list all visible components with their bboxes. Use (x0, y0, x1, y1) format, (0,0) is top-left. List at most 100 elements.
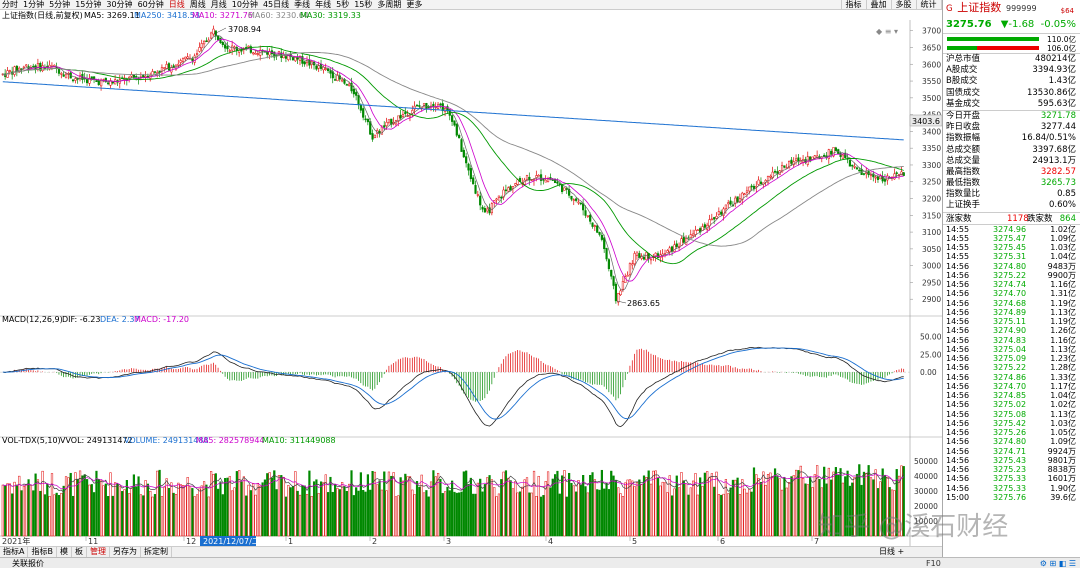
candle-body (41, 65, 44, 71)
volume-bar (755, 474, 758, 537)
volume-bar (806, 484, 809, 537)
stat-value: 3394.93亿 (1032, 65, 1076, 76)
period-15分钟[interactable]: 15分钟 (75, 0, 102, 9)
status-text[interactable]: 关联报价 (12, 559, 44, 568)
candle-body (544, 179, 547, 183)
candle-body (205, 40, 208, 43)
period-60分钟[interactable]: 60分钟 (137, 0, 164, 9)
tab-指标B[interactable]: 指标B (28, 547, 57, 557)
volume-bar (663, 482, 667, 537)
tab-管理[interactable]: 管理 (87, 547, 110, 557)
candle-body (832, 147, 835, 157)
volume-bar (432, 470, 435, 537)
period-15秒[interactable]: 15秒 (354, 0, 373, 9)
volume-bar (680, 472, 683, 537)
tick-amount: 1.03亿 (1050, 243, 1076, 253)
candle-body (415, 104, 419, 107)
volume-bar (495, 496, 498, 537)
date-tick: 7 (814, 537, 819, 546)
period-更多[interactable]: 更多 (406, 0, 423, 9)
price-tick: 3400 (922, 127, 941, 136)
index-code: 999999 (1006, 4, 1037, 13)
period-周线[interactable]: 周线 (189, 0, 206, 9)
candle-body (883, 178, 887, 182)
toolbar-button-统计[interactable]: 统计 (915, 0, 941, 10)
volume-bar (289, 487, 292, 537)
candle-body (764, 180, 767, 183)
volume-bar (862, 471, 866, 537)
candle-body (329, 70, 332, 74)
tick-price: 3275.11 (993, 317, 1027, 327)
tab-拆定制[interactable]: 拆定制 (141, 547, 172, 557)
tick-time: 14:55 (946, 252, 970, 262)
volume-bar (715, 471, 718, 537)
candle-body (607, 259, 611, 270)
volume-bar (752, 467, 756, 537)
stat-value: 0.85 (1057, 189, 1076, 200)
period-30分钟[interactable]: 30分钟 (106, 0, 133, 9)
date-tick: 12 (186, 537, 196, 546)
volume-bar (785, 487, 788, 537)
volume-bar (654, 470, 657, 537)
tick-amount: 1.19亿 (1050, 317, 1076, 327)
kline-chart[interactable]: 3700365036003550350034503400335033003250… (0, 10, 942, 546)
indicator-tabs[interactable]: 指标A 指标B 模板管理 另存为 拆定制 日线 + (0, 546, 942, 557)
candle-body (525, 175, 529, 180)
stat-value: 3397.68亿 (1032, 144, 1076, 155)
toolbar-button-叠加[interactable]: 叠加 (865, 0, 891, 10)
tick-amount: 1.16亿 (1050, 280, 1076, 290)
tick-time: 14:56 (946, 428, 970, 438)
period-45日线[interactable]: 45日线 (262, 0, 290, 9)
volume-bar (282, 476, 285, 537)
stat-row: 指数量比 0.85 (943, 189, 1080, 200)
tab-模[interactable]: 模 (57, 547, 72, 557)
volume-bar (186, 477, 189, 537)
high-annotation: 3708.94 (228, 25, 261, 34)
period-季线[interactable]: 季线 (294, 0, 311, 9)
status-icons[interactable]: ⚙ ⊞ ◧ ☰ (1039, 559, 1076, 568)
tick-time: 14:56 (946, 483, 970, 493)
candle-body (596, 225, 599, 233)
volume-bar (436, 472, 440, 537)
period-selector[interactable]: 分时 1分钟 5分钟 15分钟 30分钟 60分钟 日线 周线 月线 10分钟 45日线 季线 年线 5秒… (2, 0, 427, 10)
period-5秒[interactable]: 5秒 (336, 0, 350, 9)
period-5分钟[interactable]: 5分钟 (49, 0, 71, 9)
volume-bar (366, 474, 369, 537)
stat-label: 昨日收盘 (946, 122, 981, 133)
chart-settings-icon[interactable]: ◆ ≡ ▾ (876, 27, 898, 36)
tick-price: 3275.33 (993, 483, 1027, 493)
period-月线[interactable]: 月线 (210, 0, 227, 9)
volume-bar (668, 475, 671, 537)
f10-label[interactable]: F10 (926, 559, 941, 568)
tab-指标A[interactable]: 指标A (0, 547, 29, 557)
chart-nav[interactable]: 日线 + (879, 547, 905, 556)
index-icon: G (946, 4, 953, 14)
tab-板[interactable]: 板 (72, 547, 87, 557)
toolbar-button-指标[interactable]: 指标 (840, 0, 866, 10)
period-10分钟[interactable]: 10分钟 (231, 0, 258, 9)
tick-list[interactable]: 14:55 3274.96 1.02亿 14:55 3275.47 1.09亿 14:55 3… (943, 225, 1080, 503)
volume-bar (266, 473, 269, 537)
period-日线[interactable]: 日线 (168, 0, 185, 9)
volume-bar (823, 466, 826, 537)
volume-bar (156, 470, 159, 537)
volume-bar (231, 490, 234, 537)
volume-bar (886, 476, 889, 537)
tab-另存为[interactable]: 另存为 (110, 547, 141, 557)
stat-row: 昨日收盘 3277.44 (943, 122, 1080, 133)
period-年线[interactable]: 年线 (315, 0, 332, 9)
ma60-line (2, 51, 904, 247)
stat-value: 1.43亿 (1048, 76, 1076, 87)
volume-bar (107, 496, 110, 537)
period-1分钟[interactable]: 1分钟 (23, 0, 45, 9)
volume-bar (172, 492, 175, 537)
candle-body (759, 181, 763, 185)
toolbar-button-多股[interactable]: 多股 (890, 0, 916, 10)
period-分时[interactable]: 分时 (2, 0, 18, 9)
period-多周期[interactable]: 多周期 (377, 0, 402, 9)
volume-bar (268, 472, 271, 537)
candle-body (364, 118, 367, 121)
candle-body (757, 179, 760, 185)
candle-body (390, 118, 393, 125)
volume-bar (135, 486, 138, 537)
